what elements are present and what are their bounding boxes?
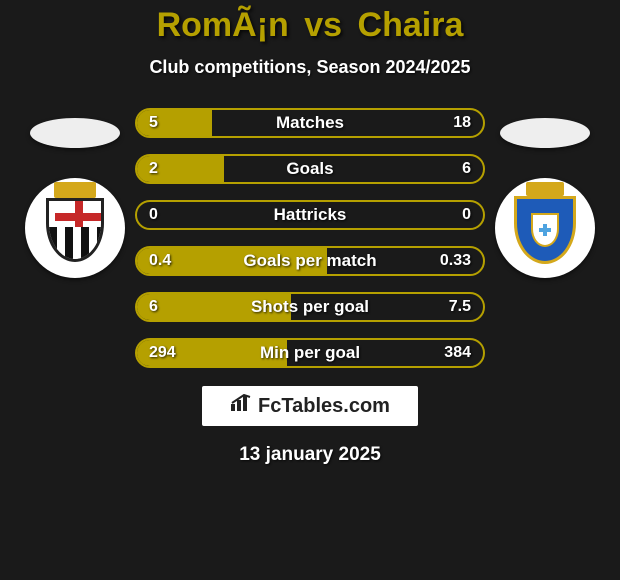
stat-right-value: 6 — [462, 160, 471, 178]
left-club-art — [40, 188, 110, 268]
stat-right-value: 0 — [462, 206, 471, 224]
stat-bar: 0Hattricks0 — [135, 200, 485, 230]
stats-bars: 5Matches18 2Goals6 0Hattricks0 0.4Goals per… — [135, 108, 485, 368]
stat-bar: 294Min per goal384 — [135, 338, 485, 368]
date-label: 13 january 2025 — [239, 444, 381, 466]
page-title: RomÃ¡n vs Chaira — [157, 6, 464, 45]
left-club-badge-icon — [25, 178, 125, 278]
stat-right-value: 0.33 — [440, 252, 471, 270]
stat-bar: 0.4Goals per match0.33 — [135, 246, 485, 276]
title-player1: RomÃ¡n — [157, 6, 289, 44]
stat-right-value: 7.5 — [449, 298, 471, 316]
comparison-card: RomÃ¡n vs Chaira Club competitions, Seas… — [0, 0, 620, 580]
watermark-chart-icon — [230, 394, 252, 418]
stat-label: Hattricks — [137, 205, 483, 225]
right-player-col — [485, 108, 605, 278]
subtitle: Club competitions, Season 2024/2025 — [149, 57, 470, 78]
stat-label: Matches — [137, 113, 483, 133]
stat-bar: 2Goals6 — [135, 154, 485, 184]
stat-label: Goals per match — [137, 251, 483, 271]
title-vs: vs — [304, 6, 342, 44]
stat-label: Shots per goal — [137, 297, 483, 317]
right-club-badge-icon — [495, 178, 595, 278]
watermark: FcTables.com — [202, 386, 418, 426]
stat-right-value: 18 — [453, 114, 471, 132]
stat-right-value: 384 — [444, 344, 471, 362]
left-player-col — [15, 108, 135, 278]
stat-label: Goals — [137, 159, 483, 179]
content-row: 5Matches18 2Goals6 0Hattricks0 0.4Goals per… — [0, 108, 620, 368]
stat-label: Min per goal — [137, 343, 483, 363]
left-nation-flag-icon — [30, 118, 120, 148]
title-player2: Chaira — [358, 6, 464, 44]
stat-bar: 6Shots per goal7.5 — [135, 292, 485, 322]
stat-bar: 5Matches18 — [135, 108, 485, 138]
watermark-text: FcTables.com — [258, 395, 390, 418]
right-club-art — [510, 188, 580, 268]
right-nation-flag-icon — [500, 118, 590, 148]
